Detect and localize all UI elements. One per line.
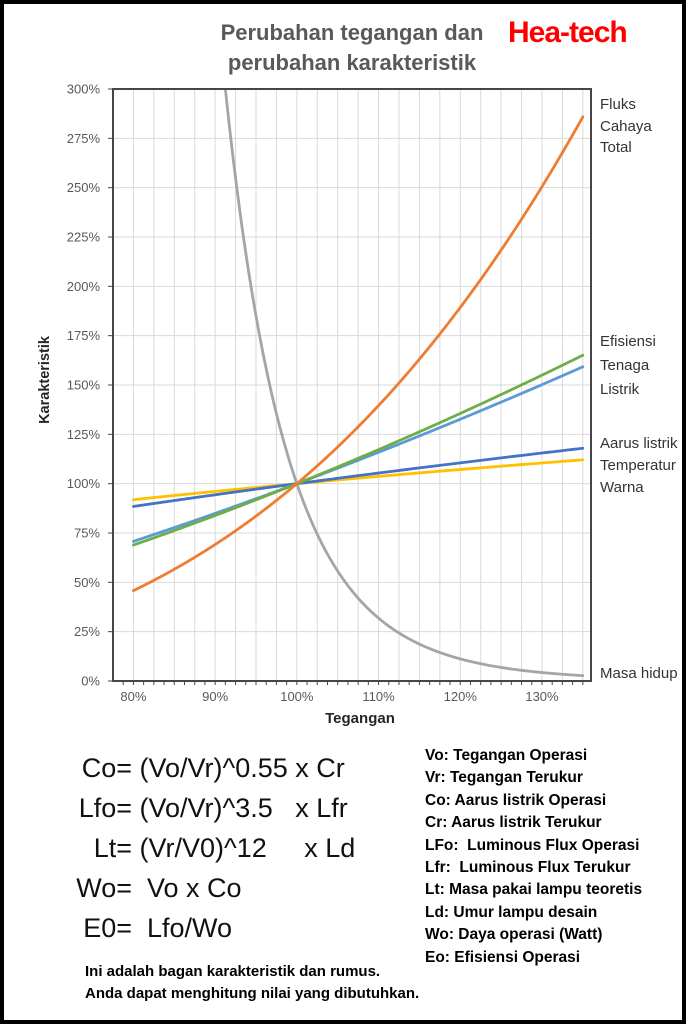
- brand-logo: Hea-tech: [508, 16, 628, 49]
- series-label-line: Warna: [600, 479, 644, 496]
- page-title: Perubahan tegangan dan perubahan karakte…: [13, 18, 682, 78]
- series-label-fluks-cahaya-total: Fluks Cahaya Total: [600, 94, 652, 159]
- definition-ld: Ld: Umur lampu desain: [425, 903, 598, 921]
- series-line-temperatur-warna: [132, 458, 585, 502]
- series-line-tenaga-listrik: [132, 365, 585, 543]
- formula-list: Co= (Vo/Vr)^0.55 x Cr Lfo= (Vo/Vr)^3.5 x…: [40, 748, 355, 948]
- y-tick-label: 250%: [67, 180, 101, 195]
- footnote-line1: Ini adalah bagan karakteristik dan rumus…: [85, 963, 381, 980]
- y-tick-label: 275%: [67, 131, 101, 146]
- formula-rhs: (Vr/V0)^12 x Ld: [132, 832, 356, 863]
- series-line-fluks-cahaya-total: [132, 115, 585, 593]
- formula-lt: Lt= (Vr/V0)^12 x Ld: [40, 828, 356, 868]
- formula-lhs: Lfo=: [78, 792, 132, 823]
- y-tick-label: 225%: [67, 230, 101, 245]
- variable-definitions: Vo: Tegangan Operasi Vr: Tegangan Teruku…: [425, 745, 642, 969]
- definition-wo: Wo: Daya operasi (Watt): [425, 926, 603, 944]
- y-axis-title: Karakteristik: [37, 336, 53, 424]
- x-tick-label: 110%: [362, 689, 395, 704]
- formula-lhs: Wo=: [76, 872, 132, 903]
- definition-eo: Eo: Efisiensi Operasi: [425, 948, 581, 966]
- formula-wo: Wo= Vo x Co: [40, 868, 355, 908]
- definition-lfr: Lfr: Luminous Flux Terukur: [425, 859, 631, 877]
- series-label-aarus-listrik-temperatur-warna: Aarus listrik Temperatur Warna: [600, 433, 678, 499]
- plot-border: [112, 88, 592, 682]
- series-label-line: Efisiensi: [600, 333, 656, 350]
- series-label-line: Aarus listrik: [600, 435, 678, 452]
- series-label-line: Total: [600, 139, 632, 156]
- y-tick-label: 175%: [67, 328, 101, 343]
- formula-lhs: Co=: [81, 752, 132, 783]
- series-label-line: Temperatur: [600, 457, 676, 474]
- x-tick-label: 80%: [120, 689, 146, 704]
- series-line-masa-hidup: [223, 89, 585, 678]
- series-label-line: Listrik: [600, 381, 640, 398]
- y-tick-label: 150%: [67, 378, 101, 393]
- definition-cr: Cr: Aarus listrik Terukur: [425, 814, 602, 832]
- series-label-line: Fluks: [600, 96, 636, 113]
- x-axis-title: Tegangan: [325, 710, 395, 727]
- y-tick-label: 100%: [67, 476, 101, 491]
- definition-co: Co: Aarus listrik Operasi: [425, 791, 607, 809]
- definition-vo: Vo: Tegangan Operasi: [425, 747, 588, 764]
- formula-rhs: (Vo/Vr)^3.5 x Lfr: [132, 792, 348, 823]
- series-line-efisiensi: [132, 353, 585, 547]
- page-title-line2: perubahan karakteristik: [227, 50, 477, 75]
- formula-lhs: E0=: [83, 912, 132, 943]
- y-tick-label: 75%: [74, 526, 100, 541]
- formula-lhs: Lt=: [93, 832, 132, 863]
- y-tick-label: 200%: [67, 279, 101, 294]
- formula-lfo: Lfo= (Vo/Vr)^3.5 x Lfr: [40, 788, 355, 828]
- y-tick-label: 25%: [74, 624, 100, 639]
- y-tick-label: 300%: [67, 82, 101, 97]
- x-tick-label: 130%: [525, 689, 559, 704]
- page-title-line1: Perubahan tegangan dan: [220, 20, 484, 45]
- formula-rhs: Vo x Co: [132, 872, 242, 903]
- series-label-efisiensi-tenaga-listrik: Efisiensi Tenaga Listrik: [600, 330, 656, 402]
- x-tick-label: 120%: [444, 689, 478, 704]
- footnote-line2: Anda dapat menghitung nilai yang dibutuh…: [85, 985, 420, 1002]
- formula-rhs: Lfo/Wo: [132, 912, 233, 943]
- series-label-masa-hidup: Masa hidup: [600, 663, 678, 685]
- x-tick-label: 100%: [280, 689, 314, 704]
- series-label-line: Cahaya: [600, 117, 652, 135]
- series-label-line: Tenaga: [600, 357, 650, 374]
- series-line-aarus-listrik: [132, 446, 585, 508]
- formula-e0: E0= Lfo/Wo: [40, 908, 355, 948]
- footnote: Ini adalah bagan karakteristik dan rumus…: [85, 961, 419, 1005]
- definition-lt: Lt: Masa pakai lampu teoretis: [425, 881, 643, 899]
- definition-lfo: LFo: Luminous Flux Operasi: [425, 836, 640, 854]
- formula-rhs: (Vo/Vr)^0.55 x Cr: [132, 752, 345, 783]
- series-label-line: Masa hidup: [600, 665, 678, 682]
- x-tick-label: 90%: [202, 689, 228, 704]
- y-tick-label: 0%: [81, 674, 100, 689]
- formula-co: Co= (Vo/Vr)^0.55 x Cr: [40, 748, 355, 788]
- voltage-characteristics-chart: 0% 25% 50% 75% 100% 125% 150% 175% 200% 225% 250% 2…: [67, 82, 592, 704]
- definition-vr: Vr: Tegangan Terukur: [425, 769, 583, 787]
- y-tick-label: 50%: [74, 575, 100, 590]
- y-tick-label: 125%: [67, 427, 101, 442]
